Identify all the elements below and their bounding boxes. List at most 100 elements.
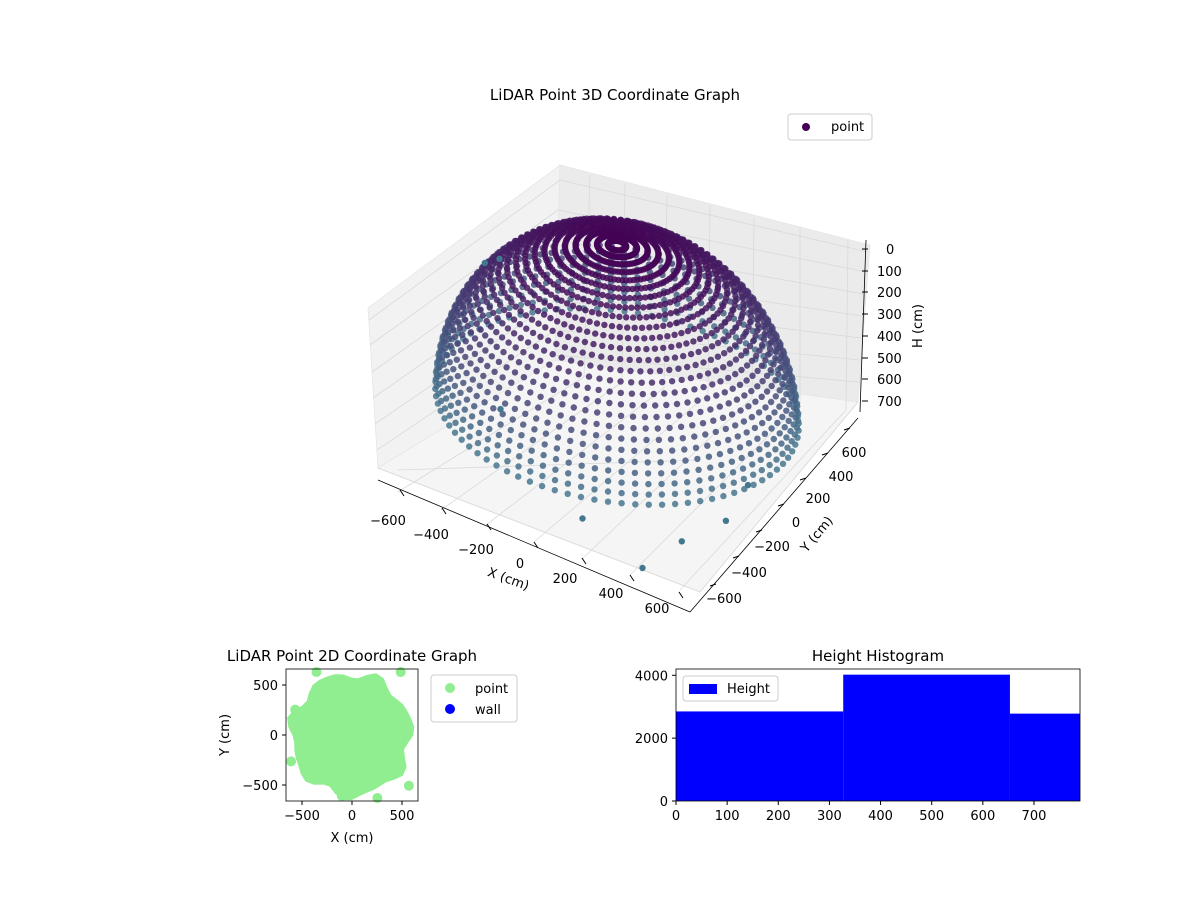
3d-point [483, 298, 491, 306]
3d-point [605, 411, 613, 418]
3d-point [776, 430, 783, 437]
3d-point [583, 395, 590, 403]
3d-point [756, 446, 763, 453]
3d-point [647, 368, 654, 375]
3d-point [527, 288, 534, 295]
3d-point [455, 318, 462, 326]
3d-point [788, 411, 795, 418]
3d-y-axis-label: Y (cm) [797, 514, 836, 557]
3d-point [643, 314, 650, 321]
histogram-y-ticks: 0 2000 4000 [635, 669, 676, 810]
3d-point [773, 348, 780, 356]
3d-point [666, 424, 673, 432]
3d-outlier-point [579, 515, 586, 522]
3d-point [616, 323, 623, 331]
3d-point [617, 389, 624, 397]
3d-point [632, 501, 639, 508]
3d-point [704, 442, 711, 449]
3d-point [551, 476, 559, 484]
3d-point [466, 290, 473, 298]
3d-point [760, 336, 767, 343]
3d-point [469, 376, 476, 383]
3d-point [505, 311, 513, 319]
3d-point [557, 330, 564, 338]
3d-point [545, 337, 552, 344]
3d-point [543, 372, 550, 379]
3d-point [610, 284, 618, 292]
3d-point [777, 364, 784, 372]
3d-point [594, 398, 602, 405]
3d-point [714, 353, 722, 360]
3d-point [553, 340, 560, 348]
3d-point [504, 325, 512, 332]
3d-point [458, 363, 465, 370]
3d-point [493, 343, 500, 350]
3d-point [605, 467, 612, 474]
3d-point [503, 364, 510, 371]
histogram-bar [843, 674, 1010, 801]
3d-point [527, 458, 534, 465]
3d-point [567, 357, 575, 364]
histogram-y-tick-label: 4000 [635, 669, 668, 684]
3d-point [501, 289, 508, 296]
3d-point [658, 470, 665, 477]
3d-point [584, 328, 591, 335]
3d-point [719, 482, 727, 490]
3d-point [607, 365, 614, 373]
3d-point [729, 328, 736, 335]
histogram-y-tick-label: 2000 [635, 732, 668, 747]
3d-point [476, 306, 484, 313]
3d-point [687, 374, 695, 382]
3d-point [480, 288, 487, 295]
3d-point [473, 278, 481, 285]
3d-point [445, 336, 453, 343]
3d-point [754, 383, 761, 390]
3d-z-tick-label: 600 [877, 373, 902, 388]
3d-point [457, 389, 464, 396]
3d-point [615, 303, 623, 311]
3d-point [752, 398, 759, 405]
3d-point [694, 455, 701, 463]
3d-point [684, 489, 691, 496]
3d-point [494, 442, 501, 449]
3d-point [486, 304, 493, 311]
3d-point [645, 356, 652, 364]
3d-y-tick-label: 200 [806, 492, 831, 507]
3d-point [471, 350, 479, 358]
3d-point [443, 395, 450, 402]
3d-point [673, 319, 680, 327]
3d-point [487, 323, 495, 330]
3d-point [501, 306, 508, 314]
3d-point [452, 419, 459, 426]
3d-point [558, 354, 565, 361]
3d-point [673, 400, 681, 408]
3d-point [589, 289, 596, 296]
3d-point [749, 461, 756, 468]
3d-point [754, 435, 761, 442]
3d-point [535, 320, 542, 327]
3d-point [504, 389, 512, 397]
3d-point [713, 392, 720, 399]
3d-point [539, 462, 547, 469]
3d-point [460, 298, 467, 305]
2d-y-tick-label: 0 [270, 729, 278, 744]
3d-point [572, 393, 579, 400]
histogram-bar [676, 711, 844, 801]
3d-point [473, 366, 480, 373]
3d-point [527, 389, 534, 396]
3d-point [454, 372, 461, 380]
3d-point [495, 431, 503, 439]
3d-point [644, 470, 652, 477]
3d-point [591, 465, 599, 472]
3d-point [708, 475, 715, 482]
3d-point [634, 304, 641, 311]
3d-point [459, 331, 466, 338]
3d-point [624, 324, 631, 331]
3d-point [595, 310, 602, 317]
3d-point [504, 447, 512, 455]
3d-point [790, 421, 797, 428]
3d-point [763, 372, 771, 379]
3d-point [544, 419, 551, 426]
3d-legend-box [787, 113, 873, 141]
3d-point [774, 419, 781, 427]
